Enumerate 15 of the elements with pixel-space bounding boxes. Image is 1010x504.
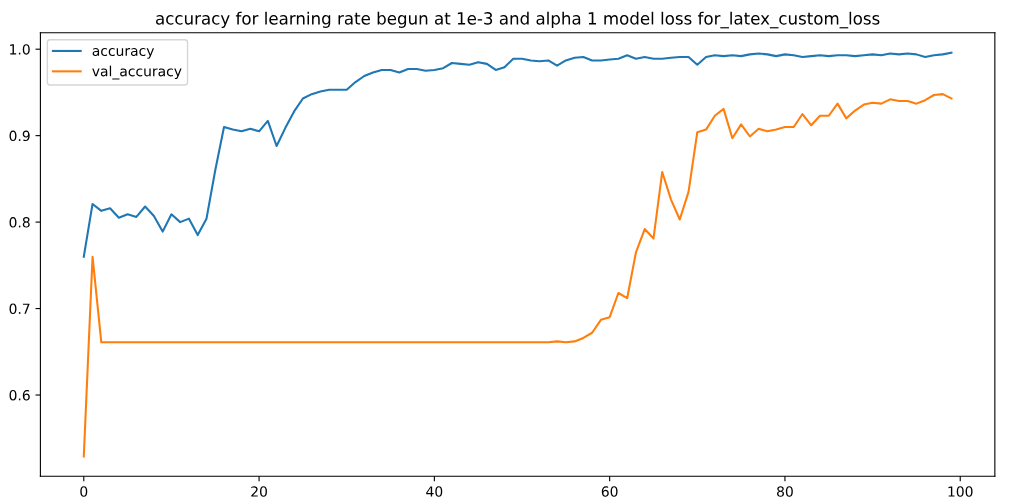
x-tick-label: 40 <box>426 486 443 497</box>
legend-label: accuracy <box>92 48 155 59</box>
y-tick-label: 0.7 <box>9 303 30 315</box>
y-tick-label: 0.9 <box>9 130 30 142</box>
legend-label: val_accuracy <box>92 65 182 80</box>
chart-title: accuracy for learning rate begun at 1e-3 and alpha 1 model loss for_latex_custom_loss <box>156 11 880 29</box>
y-tick-label: 1.0 <box>10 44 30 55</box>
x-tick-label: 100 <box>948 486 973 497</box>
x-tick-label: 0 <box>80 486 88 497</box>
y-tick-label: 0.8 <box>9 217 30 228</box>
x-tick-label: 20 <box>251 486 267 497</box>
x-tick-label: 60 <box>601 486 618 497</box>
y-tick-label: 0.6 <box>9 389 30 401</box>
x-tick-label: 80 <box>777 486 793 497</box>
line-series <box>82 93 953 458</box>
